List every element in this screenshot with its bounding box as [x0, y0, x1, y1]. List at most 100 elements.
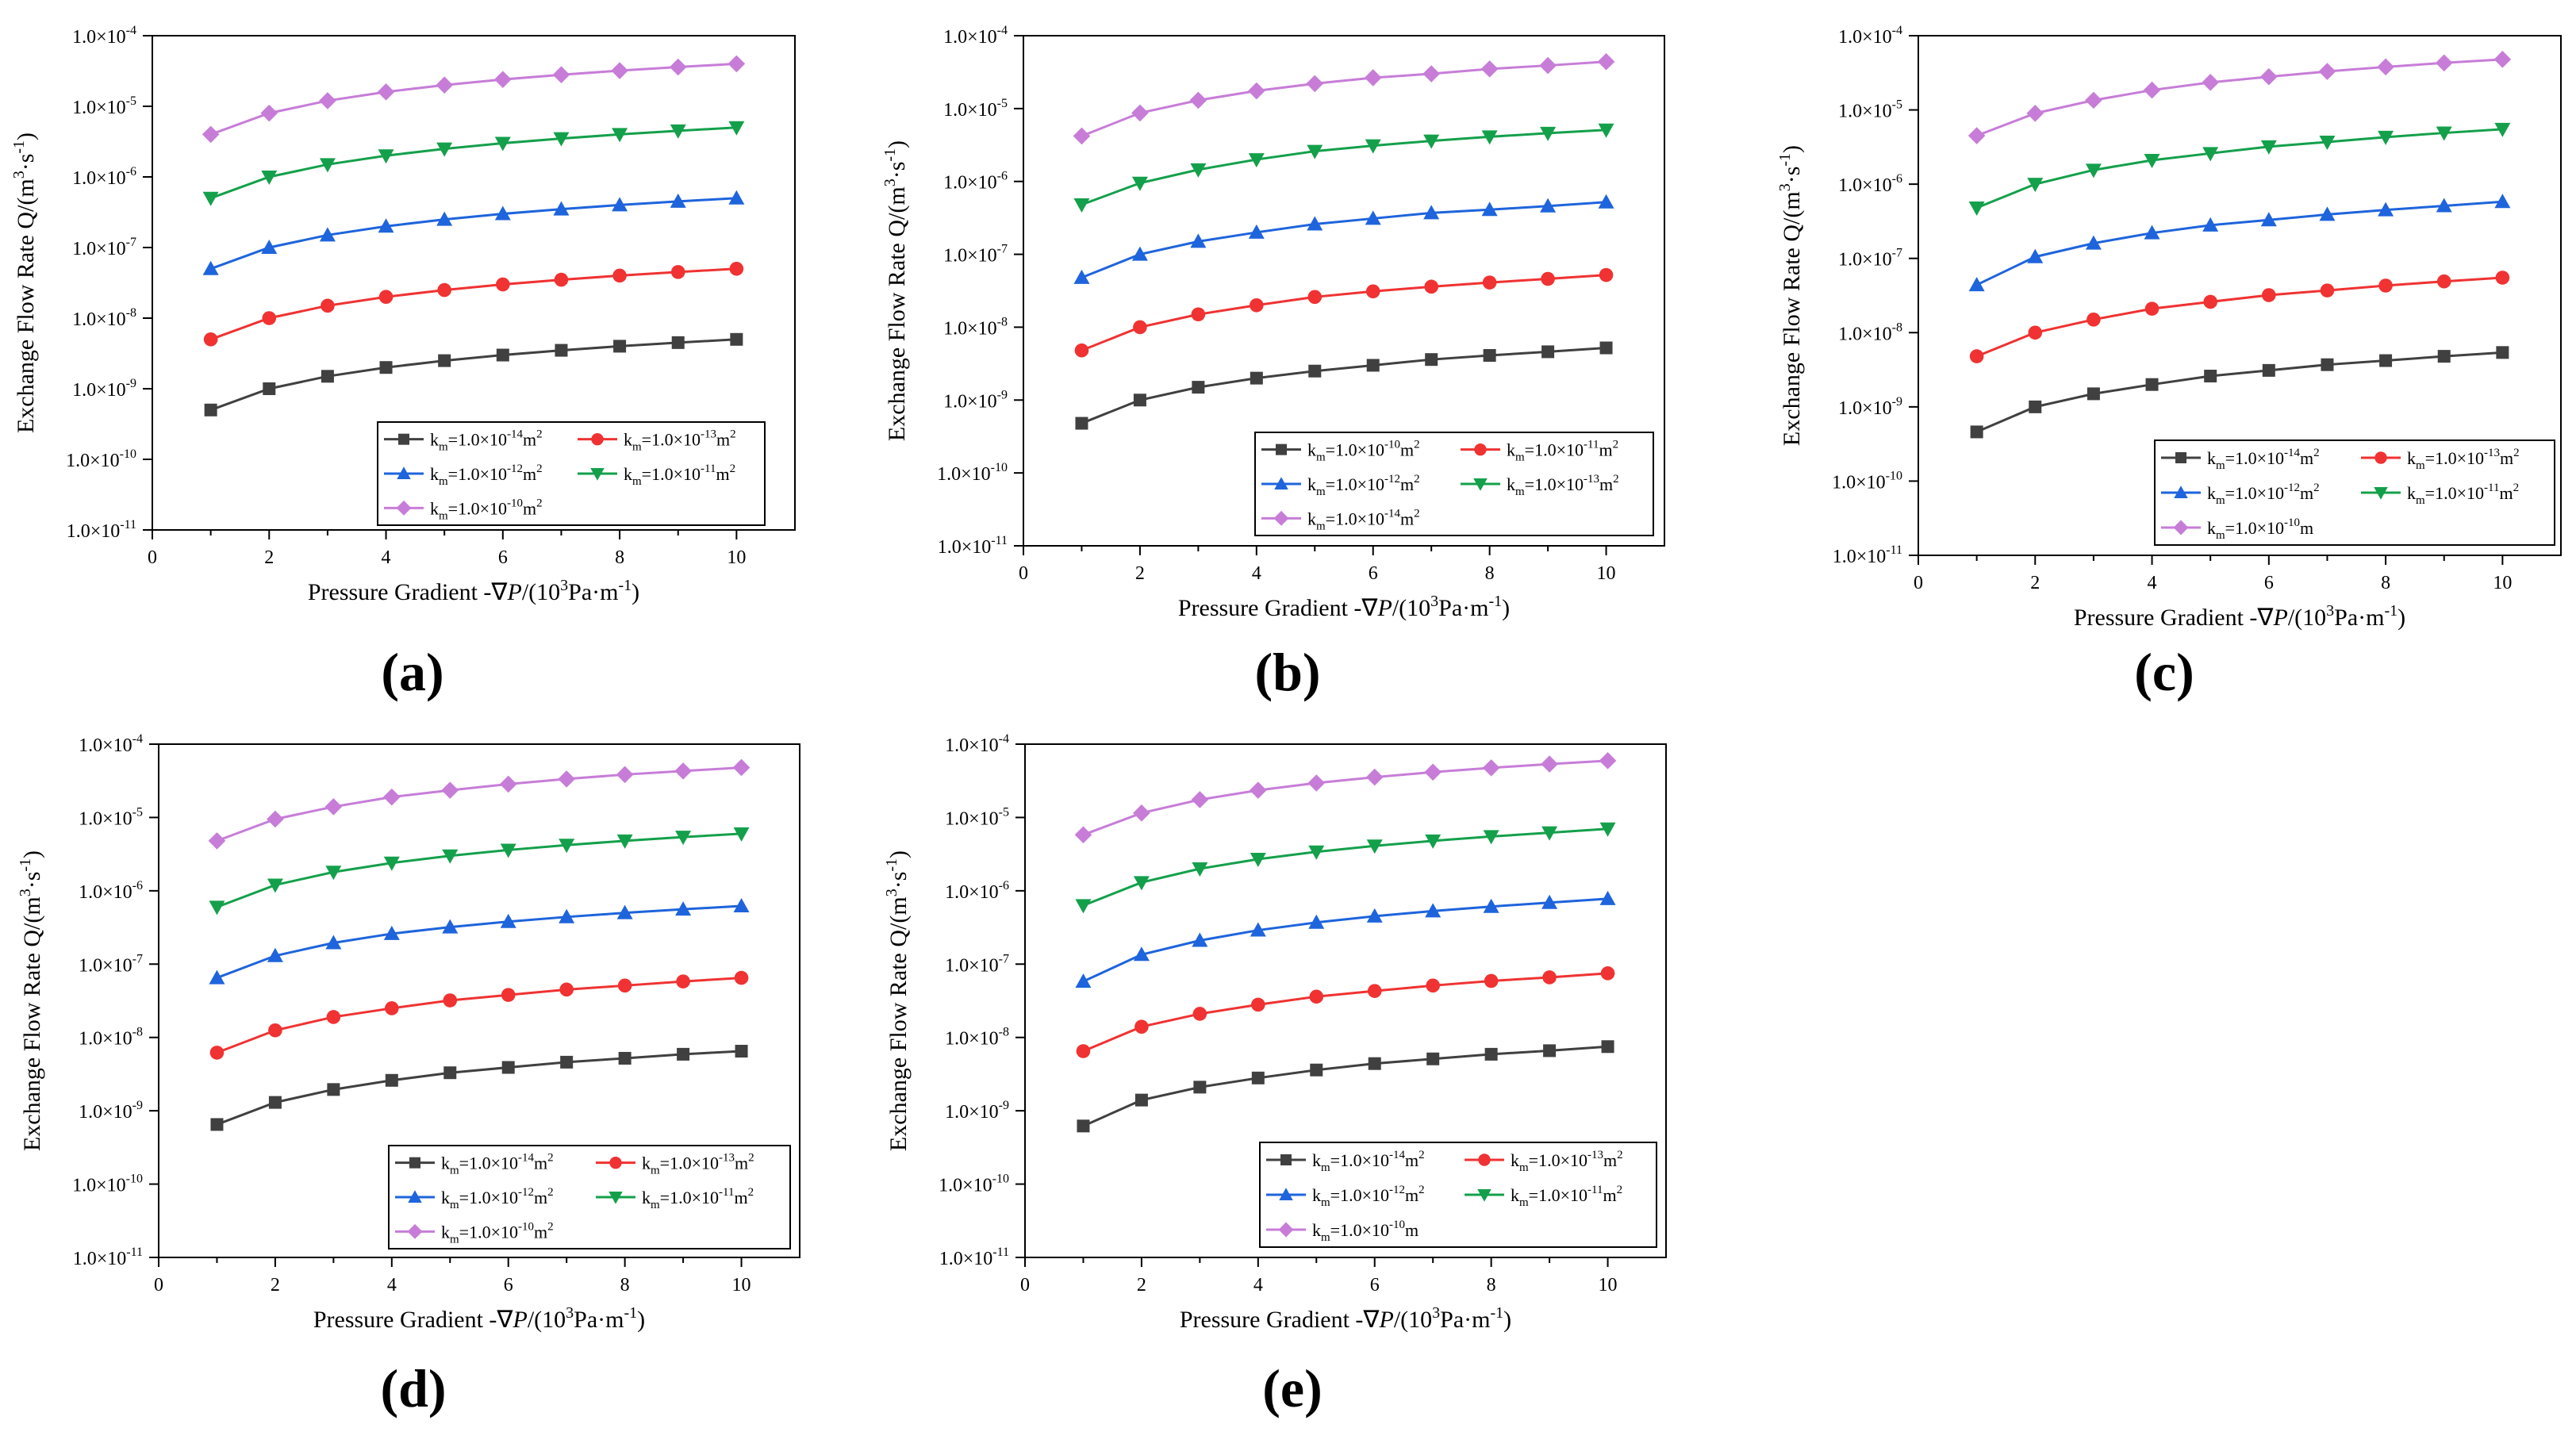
data-point	[1191, 791, 1209, 808]
data-point	[209, 1046, 225, 1060]
data-point	[616, 834, 633, 849]
data-point	[1540, 126, 1557, 141]
y-tick-base: 1.0×10	[1838, 27, 1892, 48]
legend-label: km=1.0×10-10m2	[441, 1220, 554, 1246]
legend-sub: m	[1316, 486, 1326, 498]
legend-label: km=1.0×10-13m2	[624, 428, 736, 454]
y-tick-label: 1.0×10-5	[943, 97, 1008, 121]
data-point	[2377, 58, 2394, 76]
y-label-part: Exchange Flow Rate Q/(m	[19, 896, 45, 1151]
data-point	[1541, 894, 1558, 909]
legend-sub: m	[1515, 486, 1525, 498]
data-point	[210, 1118, 224, 1131]
y-tick-exponent: -6	[132, 879, 143, 892]
series-line	[1976, 128, 2503, 209]
y-tick-exponent: -11	[991, 534, 1008, 547]
legend-k: k	[441, 1188, 450, 1207]
legend-item-1: km=1.0×10-14m2	[384, 428, 543, 454]
y-tick-base: 1.0×10	[72, 98, 126, 118]
data-point	[2027, 178, 2044, 193]
data-point	[559, 839, 575, 854]
y-label-part: )	[19, 850, 45, 858]
y-tick-exponent: -8	[997, 315, 1008, 328]
data-point	[378, 290, 394, 305]
legend: km=1.0×10-10m2 km=1.0×10-11m2km=1.0×10-12…	[1254, 432, 1654, 536]
y-tick-label: 1.0×10-4	[79, 732, 143, 756]
data-point	[2144, 301, 2159, 316]
series-line	[216, 766, 742, 843]
data-point	[733, 898, 750, 913]
data-point	[2319, 135, 2336, 150]
data-point	[559, 982, 574, 997]
y-axis-label: Exchange Flow Rate Q/(m3·s-1)	[10, 132, 39, 433]
data-point	[1308, 364, 1322, 378]
x-tick-label: 4	[1252, 563, 1261, 584]
plot-frame	[1918, 35, 2562, 556]
legend-unit: m	[1599, 474, 1613, 494]
legend-sub: m	[450, 1199, 459, 1211]
y-label-sup: -1	[881, 148, 899, 162]
data-point	[1192, 1007, 1207, 1021]
legend-box	[2154, 440, 2555, 546]
y-tick-base: 1.0×10	[72, 1176, 126, 1196]
y-tick-label: 1.0×10-8	[945, 1026, 1009, 1050]
legend-label: km=1.0×10-11m2	[624, 463, 735, 488]
data-point	[618, 1051, 632, 1065]
data-point	[501, 988, 516, 1002]
data-point	[1248, 153, 1265, 168]
legend-unit-sup: 2	[1414, 473, 1420, 486]
data-point	[675, 831, 692, 846]
y-tick-base: 1.0×10	[1832, 472, 1886, 493]
data-point	[1131, 104, 1149, 122]
legend-unit: m	[523, 430, 536, 450]
x-label-sup: -1	[624, 1304, 637, 1322]
x-label-sup: -1	[1488, 593, 1502, 610]
y-label-part: ·s	[19, 872, 45, 889]
legend-item-1: km=1.0×10-14m2	[395, 1152, 554, 1177]
data-point	[552, 66, 570, 84]
y-tick-base: 1.0×10	[939, 1249, 993, 1269]
data-point	[2085, 163, 2102, 178]
data-point	[1425, 903, 1442, 918]
data-point	[1251, 997, 1265, 1012]
data-point	[202, 260, 219, 275]
legend-unit-sup: 2	[748, 1152, 754, 1165]
data-point	[267, 947, 283, 962]
chart-panel-3: 0 2 4 6 8 101.0×10-111.0×10-101.0×10-91.0×10-…	[1776, 24, 2562, 702]
legend-eq: =1.0×10	[642, 464, 701, 484]
data-point	[325, 866, 342, 881]
y-tick-label: 1.0×10-6	[1838, 172, 1902, 196]
data-point	[1599, 752, 1617, 770]
data-point	[260, 104, 278, 122]
legend-exp: -12	[1384, 473, 1400, 486]
data-point	[1366, 908, 1383, 923]
legend-item-1: km=1.0×10-10m2	[1261, 439, 1420, 464]
legend-eq: =1.0×10	[1525, 440, 1584, 460]
legend-sub: m	[632, 475, 642, 488]
data-point	[727, 55, 746, 73]
legend-unit: m	[1400, 440, 1414, 460]
x-tick-label: 6	[504, 1275, 513, 1296]
y-tick-label: 1.0×10-4	[72, 24, 136, 48]
y-tick-exponent: -5	[999, 805, 1009, 819]
data-point	[1483, 348, 1496, 362]
data-point	[1423, 205, 1440, 220]
y-label-sup: 3	[10, 171, 28, 178]
legend-label: km=1.0×10-14m2	[1307, 507, 1420, 532]
legend-eq: =1.0×10	[459, 1188, 518, 1207]
legend: km=1.0×10-14m2 km=1.0×10-13m2km=1.0×10-12…	[2154, 440, 2555, 546]
legend-exp: -11	[719, 1186, 734, 1199]
legend-marker	[1478, 1154, 1491, 1166]
legend-unit: m	[716, 464, 729, 484]
y-tick-label: 1.0×10-7	[79, 952, 143, 976]
series-4	[1073, 123, 1614, 213]
x-tick-label: 0	[1019, 563, 1028, 584]
legend-item-3: km=1.0×10-12m2	[395, 1186, 554, 1211]
data-point	[1306, 75, 1324, 93]
y-tick-exponent: -6	[997, 170, 1008, 183]
series-3	[209, 898, 750, 985]
data-point	[2379, 354, 2393, 367]
data-point	[1075, 899, 1092, 914]
series-line	[1081, 347, 1607, 424]
y-tick-label: 1.0×10-9	[945, 1099, 1009, 1123]
